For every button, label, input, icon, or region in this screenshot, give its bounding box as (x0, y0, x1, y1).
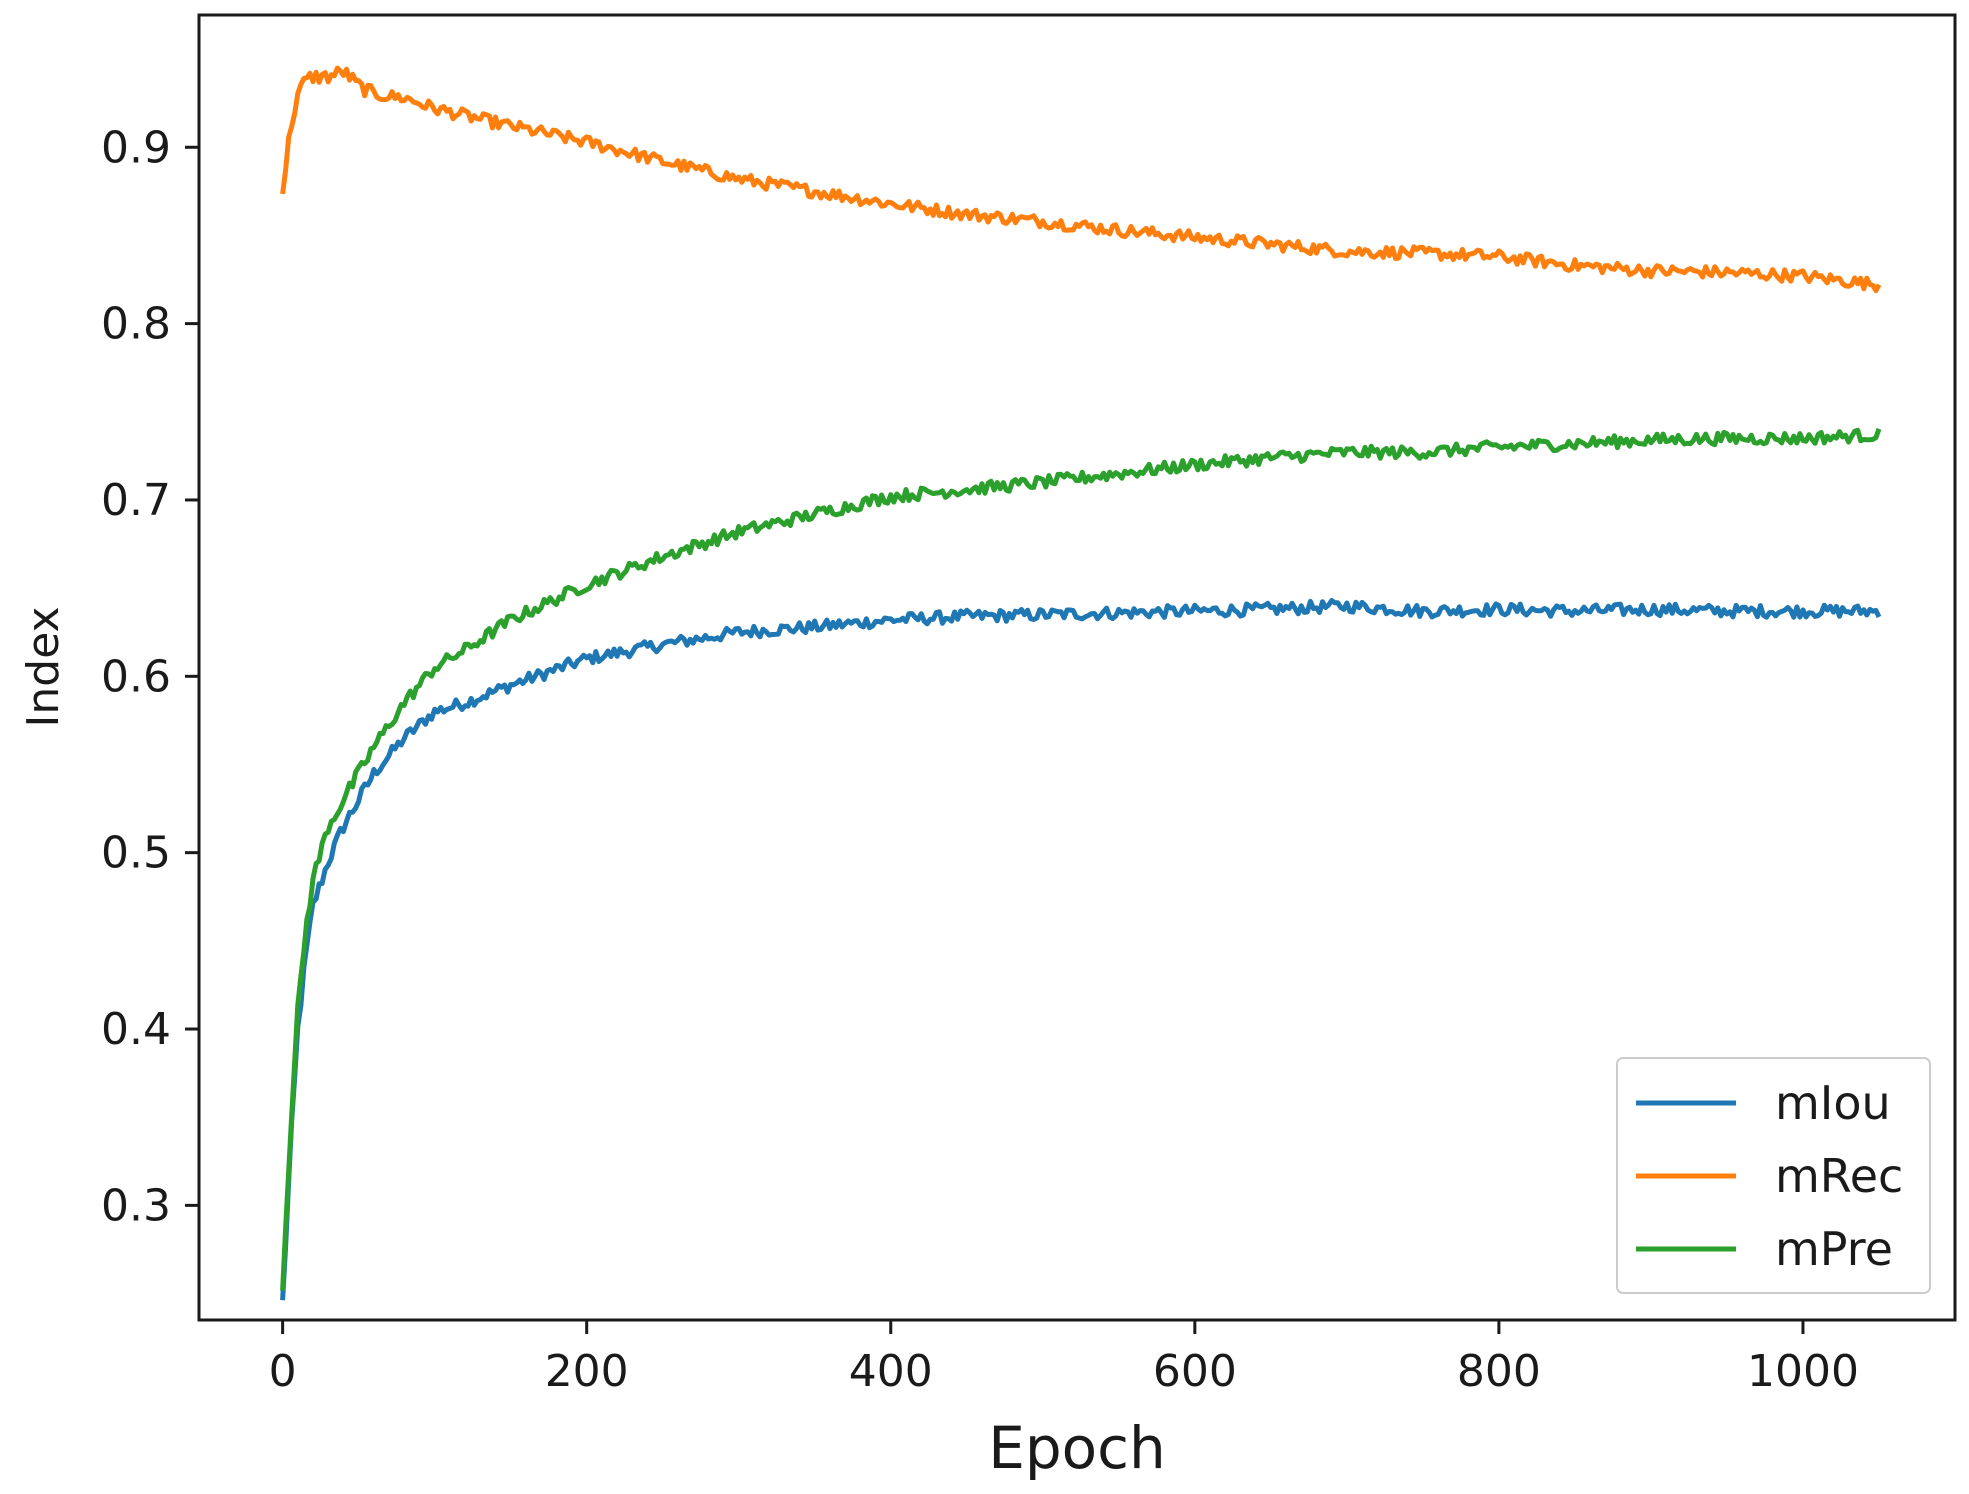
y-tick-label: 0.3 (101, 1180, 171, 1231)
y-tick-label: 0.7 (101, 475, 171, 526)
y-axis-title: Index (18, 606, 69, 727)
x-tick-label: 800 (1457, 1346, 1541, 1397)
y-tick-label: 0.9 (101, 122, 171, 173)
x-tick-label: 0 (269, 1346, 297, 1397)
legend-items: mIou mRec mPre (1636, 1076, 1903, 1276)
x-tick-label: 600 (1153, 1346, 1237, 1397)
x-axis-ticks: 0 200 400 600 800 1000 (269, 1320, 1859, 1397)
series-lines (280, 65, 1882, 1301)
y-tick-label: 0.5 (101, 828, 171, 879)
y-axis-ticks: 0.3 0.4 0.5 0.6 0.7 0.8 0.9 (101, 122, 199, 1231)
series-line-mrec (280, 65, 1882, 294)
x-tick-label: 1000 (1747, 1346, 1859, 1397)
legend-label-mpre: mPre (1775, 1222, 1893, 1276)
y-tick-label: 0.8 (101, 299, 171, 350)
legend-label-mrec: mRec (1775, 1149, 1903, 1203)
series-line-miou (280, 598, 1882, 1301)
legend-label-miou: mIou (1775, 1076, 1891, 1130)
y-tick-label: 0.4 (101, 1004, 171, 1055)
y-tick-label: 0.6 (101, 651, 171, 702)
series-line-mpre (280, 427, 1882, 1291)
legend: mIou mRec mPre (1616, 1057, 1931, 1294)
x-axis-title: Epoch (988, 1414, 1166, 1482)
x-tick-label: 200 (545, 1346, 629, 1397)
x-tick-label: 400 (849, 1346, 933, 1397)
legend-box (1616, 1057, 1931, 1294)
